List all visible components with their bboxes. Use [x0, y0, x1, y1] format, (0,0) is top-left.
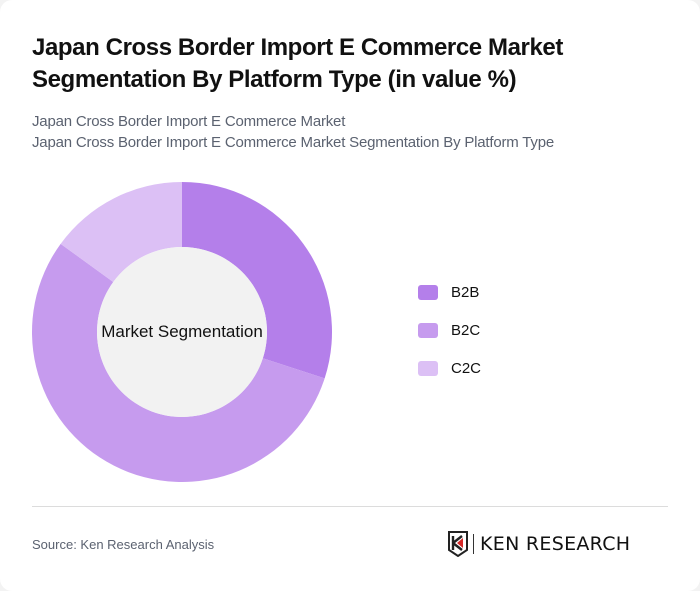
legend-item-b2c[interactable]: B2C: [418, 320, 481, 340]
source-note: Source: Ken Research Analysis: [32, 537, 215, 552]
subtitle-market: Japan Cross Border Import E Commerce Mar…: [32, 113, 346, 130]
donut-slice-c2c[interactable]: [60, 182, 182, 283]
donut-slice-b2c[interactable]: [32, 243, 325, 482]
ken-research-logo: KEN RESEARCH: [447, 531, 630, 557]
donut-chart: [32, 182, 333, 482]
legend-swatch-b2b: [418, 284, 438, 300]
footer-divider: [32, 506, 668, 507]
legend-swatch-b2c: [418, 322, 438, 338]
legend-item-c2c[interactable]: C2C: [418, 358, 481, 378]
legend-item-b2b[interactable]: B2B: [418, 282, 481, 302]
legend-label-b2b: B2B: [451, 283, 480, 301]
subtitle-segmentation: Japan Cross Border Import E Commerce Mar…: [32, 134, 555, 151]
legend-swatch-c2c: [418, 360, 438, 376]
logo-separator: [473, 534, 474, 554]
ken-shield-icon: [448, 531, 468, 557]
donut-hole: [97, 247, 267, 417]
chart-legend: B2B B2C C2C: [418, 282, 481, 396]
donut-slice-b2b[interactable]: [182, 182, 333, 379]
logo-text: KEN RESEARCH: [480, 533, 631, 555]
legend-label-b2c: B2C: [451, 321, 481, 339]
donut-center-label: Market Segmentation: [101, 322, 263, 341]
chart-title: Japan Cross Border Import E Commerce Mar…: [32, 34, 563, 93]
legend-label-c2c: C2C: [451, 359, 482, 377]
